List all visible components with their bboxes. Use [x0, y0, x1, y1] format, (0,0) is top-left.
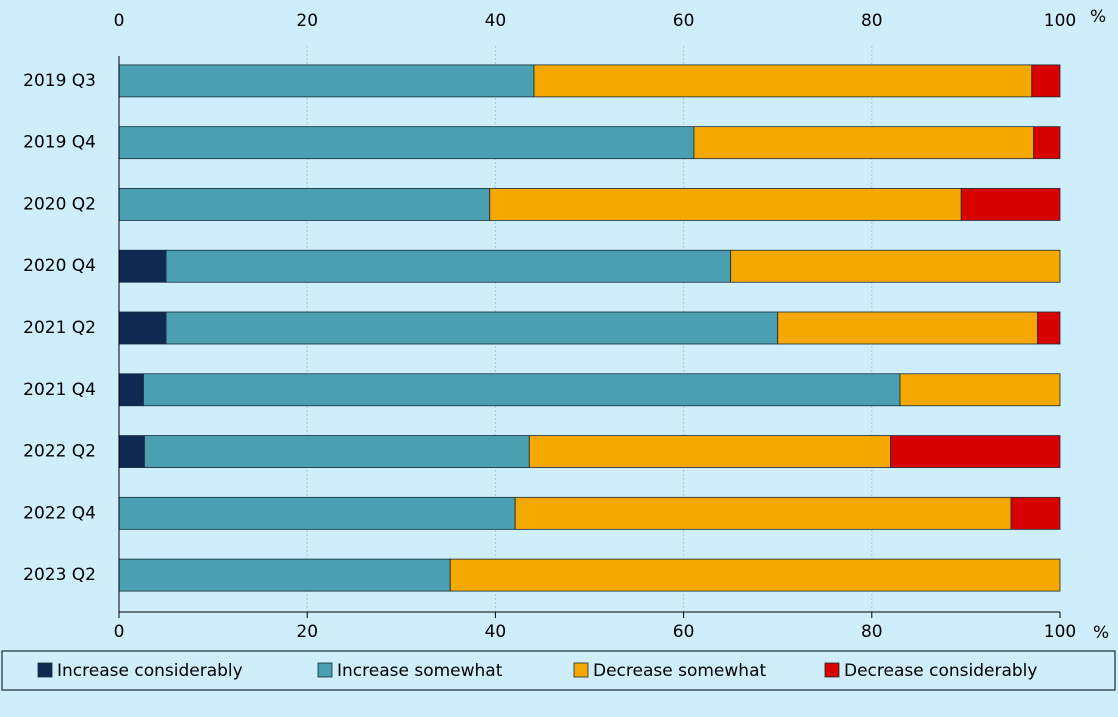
legend-swatch	[573, 662, 589, 678]
y-tick-label: 2021 Q4	[23, 380, 96, 400]
bar-segment	[1033, 126, 1061, 160]
y-tick-label: 2022 Q2	[23, 442, 96, 462]
legend-label: Decrease considerably	[844, 661, 1037, 681]
bar-segment	[118, 249, 167, 283]
x-tick-label-bottom: 20	[296, 622, 318, 642]
bar-segment	[118, 188, 491, 221]
y-tick-label: 2022 Q4	[23, 503, 96, 523]
bar-segment	[118, 373, 144, 407]
legend-label: Increase considerably	[57, 661, 243, 681]
bar-segment	[514, 496, 1012, 530]
bar-segment	[118, 311, 167, 345]
legend-label: Increase somewhat	[337, 661, 503, 681]
y-tick-label: 2023 Q2	[23, 565, 96, 585]
x-tick-label-top: 60	[673, 11, 695, 31]
y-tick-label: 2021 Q2	[23, 318, 96, 338]
bar-segment	[449, 558, 1061, 592]
legend-swatch	[824, 662, 840, 678]
bar-segment	[118, 496, 516, 530]
bar-segment	[1031, 64, 1061, 98]
legend-label: Decrease somewhat	[593, 661, 766, 681]
bar-segment	[960, 188, 1061, 221]
x-tick-label-bottom: 100	[1044, 622, 1076, 642]
bar-segment	[118, 435, 145, 468]
legend-swatch	[317, 662, 333, 678]
x-tick-label-bottom: 0	[114, 622, 125, 642]
x-tick-label-top: 80	[861, 11, 883, 31]
bar-segment	[899, 373, 1061, 407]
x-tick-label-top: 100	[1044, 11, 1076, 31]
bar-segment	[528, 435, 892, 468]
unit-label-bottom: %	[1093, 623, 1109, 643]
bar-segment	[165, 311, 779, 345]
bar-segment	[777, 311, 1038, 345]
bar-segment	[118, 126, 695, 160]
y-tick-label: 2020 Q4	[23, 256, 96, 276]
bar-segment	[890, 435, 1061, 468]
bar-segment	[143, 373, 901, 407]
x-tick-label-bottom: 40	[485, 622, 507, 642]
legend-box	[1, 650, 1116, 691]
bar-segment	[533, 64, 1033, 98]
y-tick-label: 2019 Q4	[23, 133, 96, 153]
bar-segment	[118, 64, 535, 98]
x-tick-label-top: 20	[296, 11, 318, 31]
bar-segment	[693, 126, 1035, 160]
bar-segment	[730, 249, 1061, 283]
bar-segment	[118, 558, 451, 592]
x-tick-label-bottom: 80	[861, 622, 883, 642]
bar-segment	[1037, 311, 1061, 345]
bar-segment	[1010, 496, 1061, 530]
legend-swatch	[37, 662, 53, 678]
bar-segment	[144, 435, 530, 468]
bar-segment	[489, 188, 962, 221]
bar-segment	[165, 249, 732, 283]
y-tick-label: 2019 Q3	[23, 71, 96, 91]
unit-label-top: %	[1090, 7, 1106, 27]
x-tick-label-top: 40	[485, 11, 507, 31]
x-tick-label-top: 0	[114, 11, 125, 31]
x-tick-label-bottom: 60	[673, 622, 695, 642]
y-tick-label: 2020 Q2	[23, 194, 96, 214]
